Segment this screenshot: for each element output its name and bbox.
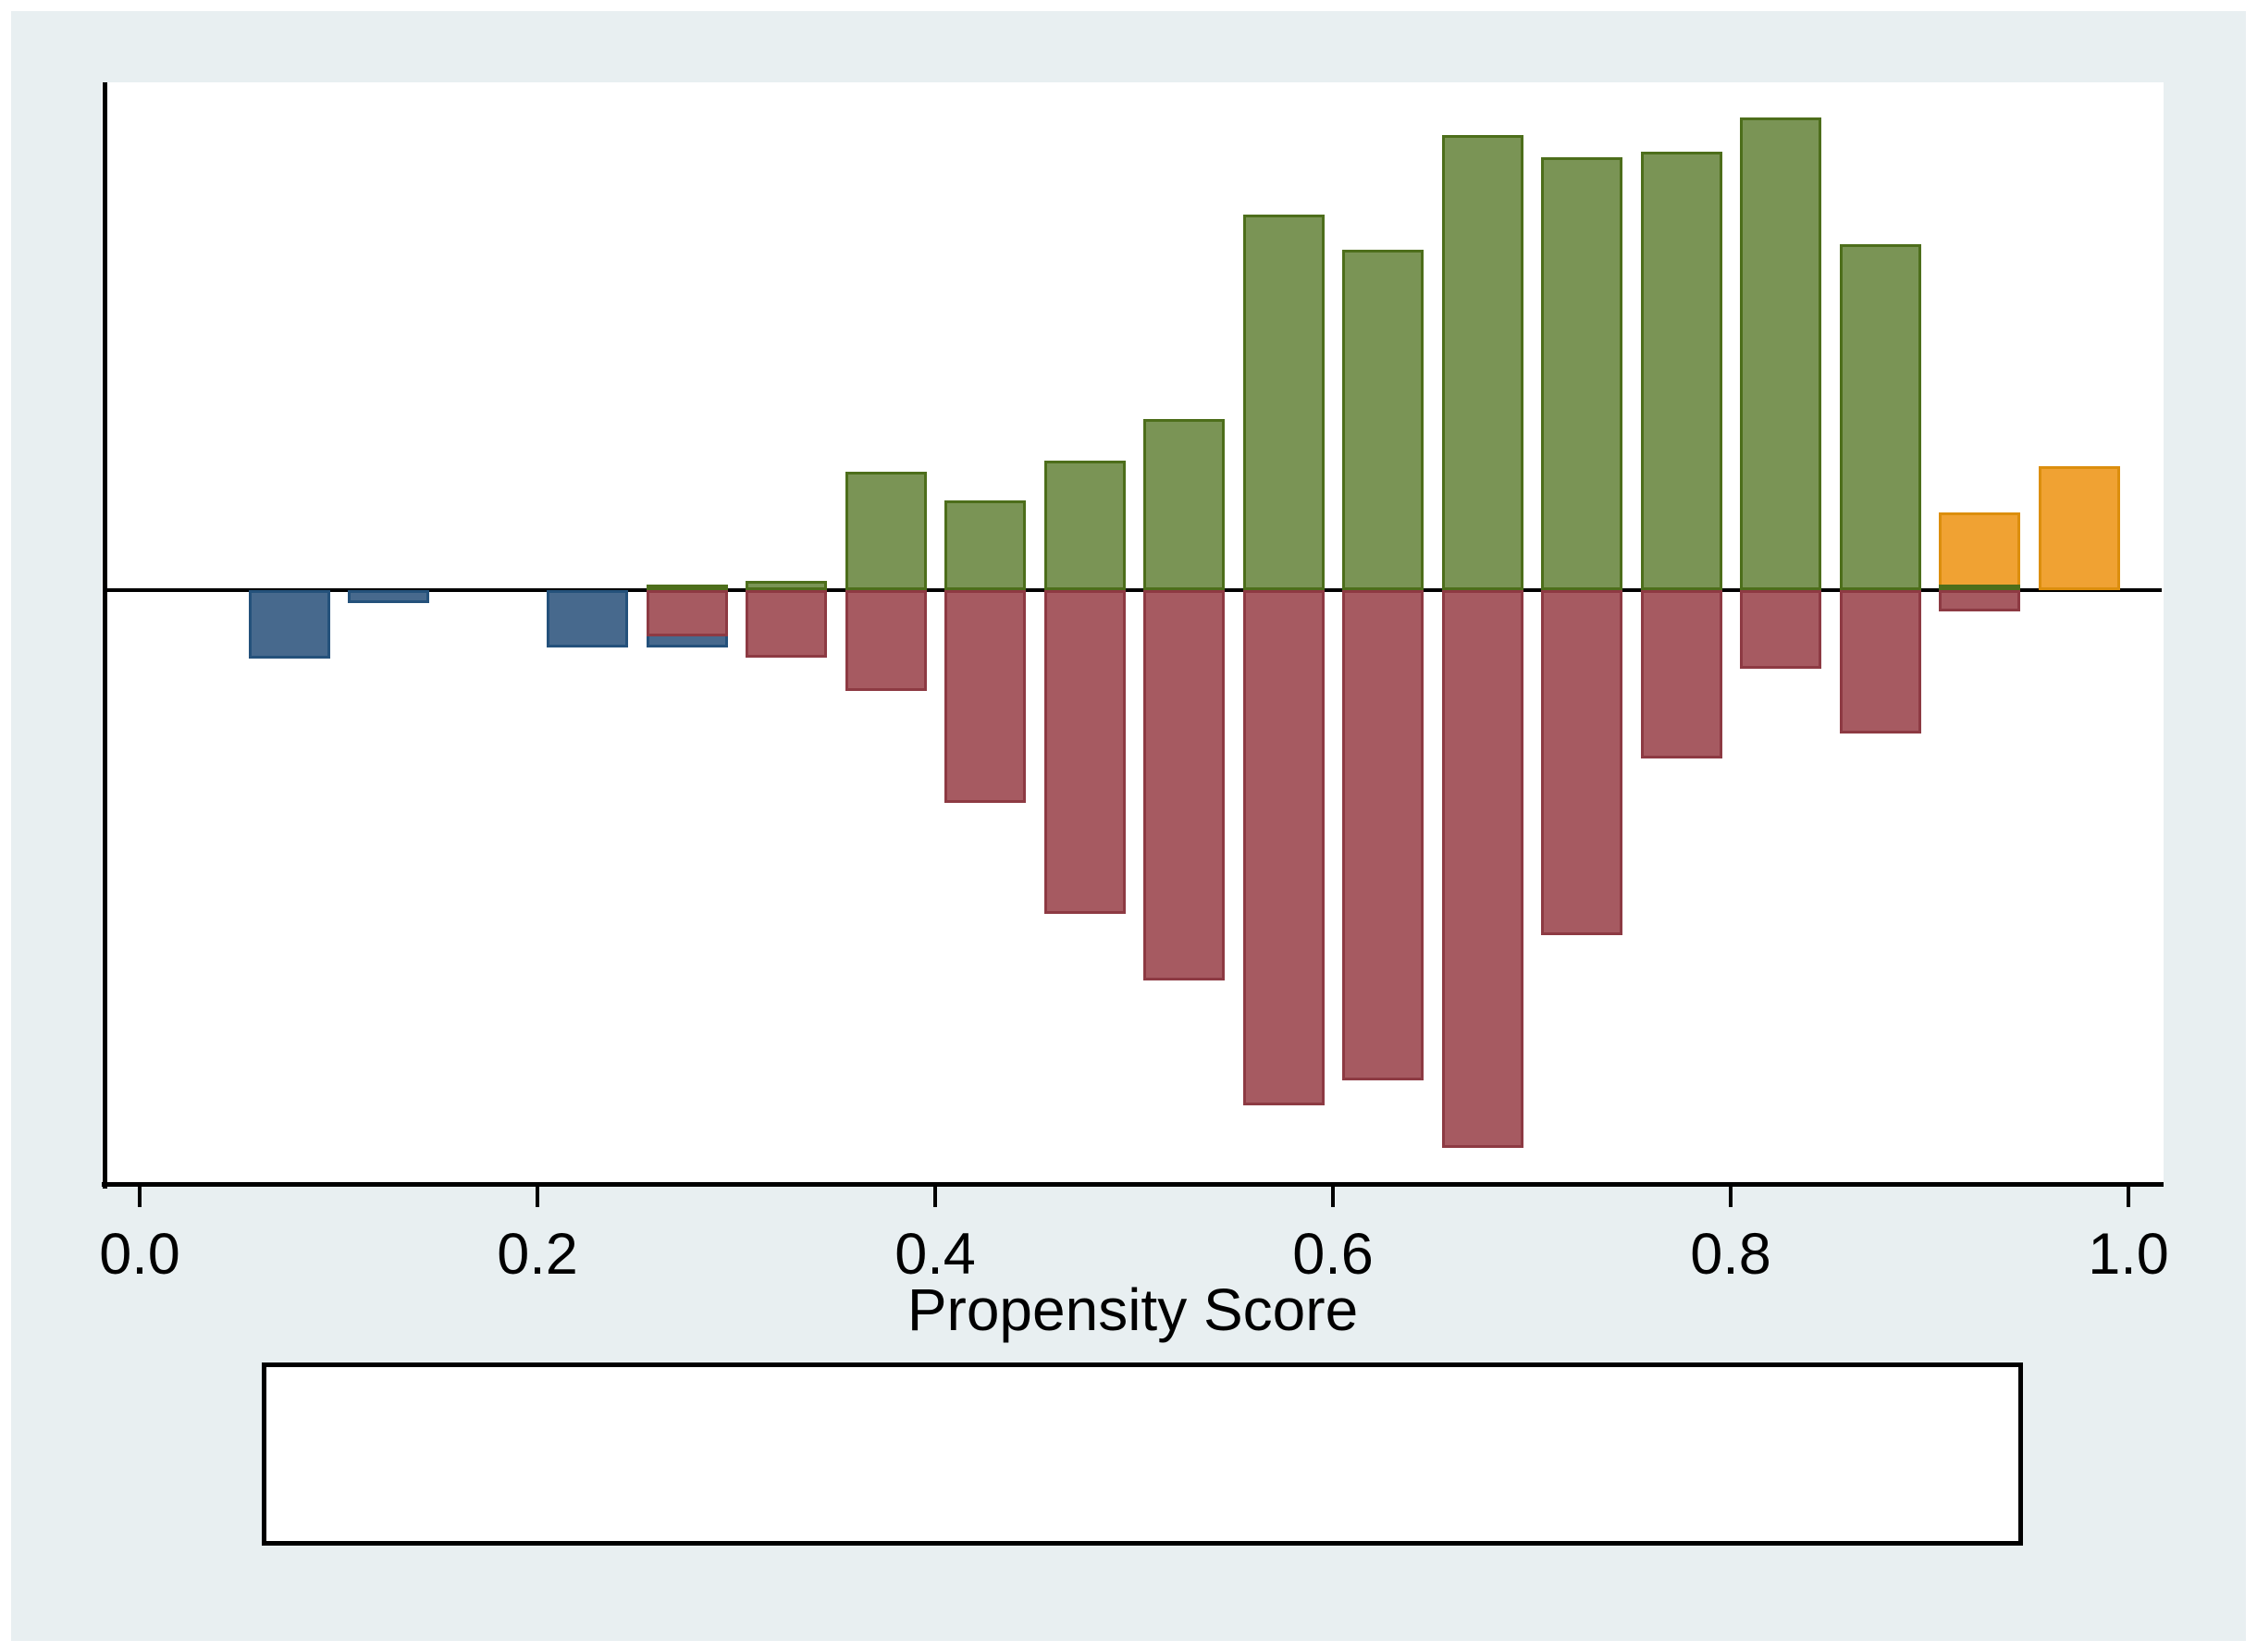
bar-untreated_off-bin-1 <box>348 590 429 603</box>
bar-treated_on-bin-16 <box>1939 585 2020 590</box>
x-tick-0.2 <box>536 1187 539 1207</box>
bar-treated_on-bin-8 <box>1143 419 1225 590</box>
bar-untreated_on-bin-8 <box>1143 590 1225 980</box>
bar-treated_on-bin-6 <box>944 500 1026 590</box>
bar-untreated_on-bin-5 <box>845 590 927 691</box>
bar-untreated_on-bin-7 <box>1044 590 1126 914</box>
bar-treated_on-bin-7 <box>1044 461 1126 590</box>
bar-treated_on-bin-9 <box>1243 215 1325 590</box>
bar-untreated_on-bin-3 <box>647 590 728 636</box>
bar-untreated_off-bin-0 <box>249 590 330 659</box>
bar-treated_on-bin-13 <box>1641 152 1722 590</box>
zero-baseline <box>105 588 2162 592</box>
bar-treated_on-bin-5 <box>845 472 927 590</box>
bar-treated_on-bin-10 <box>1342 250 1424 590</box>
bar-untreated_on-bin-11 <box>1442 590 1523 1148</box>
x-tick-0.0 <box>138 1187 142 1207</box>
y-axis-line <box>103 82 107 1189</box>
bar-untreated_on-bin-16 <box>1939 590 2020 611</box>
bar-treated_on-bin-15 <box>1840 244 1921 590</box>
x-tick-label-0.6: 0.6 <box>1292 1222 1374 1287</box>
x-tick-label-1.0: 1.0 <box>2088 1222 2169 1287</box>
x-tick-label-0.4: 0.4 <box>894 1222 976 1287</box>
bar-untreated_off-bin-2 <box>547 590 628 647</box>
x-tick-label-0.0: 0.0 <box>99 1222 180 1287</box>
bar-treated_on-bin-12 <box>1541 157 1622 590</box>
bar-untreated_on-bin-12 <box>1541 590 1622 935</box>
x-tick-0.6 <box>1331 1187 1335 1207</box>
bar-untreated_on-bin-13 <box>1641 590 1722 758</box>
legend-box <box>262 1362 2023 1546</box>
bar-treated_off-bin-17 <box>2039 466 2120 590</box>
bar-untreated_on-bin-10 <box>1342 590 1424 1080</box>
x-tick-label-0.2: 0.2 <box>497 1222 578 1287</box>
x-axis-title: Propensity Score <box>906 1276 1359 1343</box>
x-axis-line <box>102 1182 2164 1187</box>
bar-treated_off-bin-16 <box>1939 512 2020 590</box>
bar-treated_on-bin-3 <box>647 585 728 590</box>
bar-untreated_on-bin-9 <box>1243 590 1325 1105</box>
x-tick-0.8 <box>1729 1187 1733 1207</box>
bar-untreated_on-bin-4 <box>746 590 827 658</box>
x-tick-1.0 <box>2127 1187 2130 1207</box>
x-tick-label-0.8: 0.8 <box>1690 1222 1771 1287</box>
bar-treated_on-bin-11 <box>1442 135 1523 590</box>
bar-untreated_on-bin-6 <box>944 590 1026 803</box>
bar-treated_on-bin-4 <box>746 581 827 590</box>
bar-treated_on-bin-14 <box>1740 117 1821 590</box>
bar-untreated_on-bin-15 <box>1840 590 1921 734</box>
bar-untreated_on-bin-14 <box>1740 590 1821 669</box>
x-tick-0.4 <box>933 1187 937 1207</box>
